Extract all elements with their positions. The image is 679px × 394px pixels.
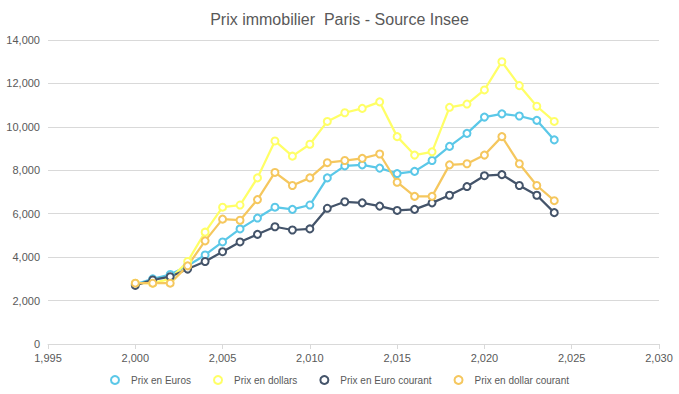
svg-text:8,000: 8,000	[12, 164, 40, 176]
svg-text:10,000: 10,000	[6, 121, 40, 133]
svg-text:2,025: 2,025	[558, 352, 586, 364]
svg-text:2,030: 2,030	[645, 352, 673, 364]
svg-text:2,000: 2,000	[122, 352, 150, 364]
svg-text:2,005: 2,005	[209, 352, 237, 364]
svg-text:Prix en dollar courant: Prix en dollar courant	[475, 375, 570, 386]
svg-text:12,000: 12,000	[6, 77, 40, 89]
svg-text:6,000: 6,000	[12, 208, 40, 220]
svg-text:Prix en Euros: Prix en Euros	[131, 375, 191, 386]
svg-text:2,020: 2,020	[471, 352, 499, 364]
svg-text:0: 0	[34, 338, 40, 350]
svg-text:1,995: 1,995	[34, 352, 62, 364]
svg-text:Prix immobilier Paris - Sourc: Prix immobilier Paris - Source Insee	[210, 11, 469, 28]
svg-text:2,015: 2,015	[383, 352, 411, 364]
svg-text:2,010: 2,010	[296, 352, 324, 364]
svg-text:Prix en Euro courant: Prix en Euro courant	[340, 375, 431, 386]
svg-text:2,000: 2,000	[12, 295, 40, 307]
svg-text:Prix en dollars: Prix en dollars	[234, 375, 297, 386]
svg-text:14,000: 14,000	[6, 34, 40, 46]
svg-text:4,000: 4,000	[12, 251, 40, 263]
